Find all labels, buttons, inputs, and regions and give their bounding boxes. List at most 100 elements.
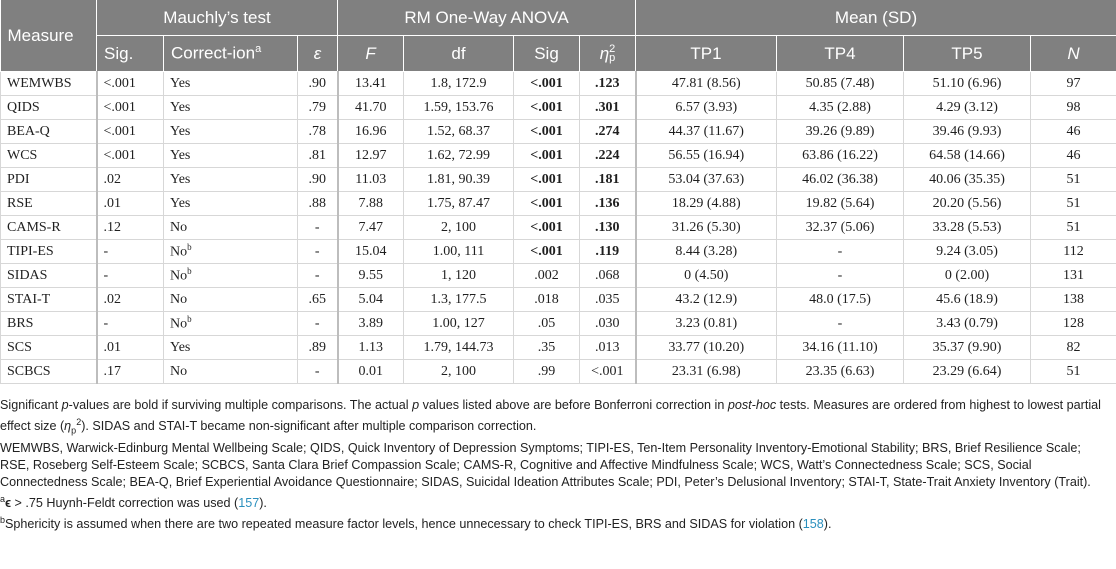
header-f: F bbox=[337, 35, 405, 72]
cell-df: 1.79, 144.73 bbox=[403, 335, 515, 360]
cell-measure: STAI-T bbox=[0, 287, 97, 312]
cell-measure: TIPI-ES bbox=[0, 239, 97, 264]
cell-corr: Yes bbox=[163, 119, 298, 144]
note-significance: Significant p-values are bold if survivi… bbox=[0, 398, 1101, 436]
table-row: CAMS-R .12 No -7.47 2, 100 <.001.130 31.26 (5.… bbox=[0, 215, 1116, 240]
cell-measure: WEMWBS bbox=[0, 71, 97, 96]
cell-measure: SIDAS bbox=[0, 263, 97, 288]
cell-sig2: <.001 bbox=[513, 167, 581, 192]
cell-f: 7.47 bbox=[336, 215, 405, 240]
cell-tp5: 4.29 (3.12) bbox=[903, 95, 1032, 120]
cell-eta: .224 bbox=[579, 143, 637, 168]
cell-tp5: 9.24 (3.05) bbox=[903, 239, 1032, 264]
cell-eta: .035 bbox=[579, 287, 637, 312]
cell-n: 97 bbox=[1030, 71, 1116, 96]
cell-tp1: 6.57 (3.93) bbox=[634, 95, 778, 120]
header-sig: Sig. bbox=[96, 35, 164, 72]
cell-tp5: 23.29 (6.64) bbox=[903, 359, 1032, 384]
cell-sig2: <.001 bbox=[513, 95, 581, 120]
table-row: BRS - Nob -3.89 1.00, 127.05.030 3.23 (0.81) -… bbox=[0, 311, 1116, 336]
reference-link-158[interactable]: 158 bbox=[802, 517, 824, 532]
table-row: SCBCS .17 No -0.01 2, 100.99 <.001 23.31 (6.98… bbox=[0, 359, 1116, 384]
cell-eps: .78 bbox=[297, 119, 339, 144]
header-tp1: TP1 bbox=[635, 35, 778, 72]
cell-tp1: 8.44 (3.28) bbox=[634, 239, 778, 264]
cell-eps: - bbox=[297, 215, 339, 240]
header-df: df bbox=[403, 35, 515, 72]
table-row: WCS <.001 Yes .81 12.97 1.62, 72.99 <.001.224 5… bbox=[0, 143, 1116, 168]
cell-measure: WCS bbox=[0, 143, 97, 168]
cell-f: 15.04 bbox=[336, 239, 405, 264]
cell-measure: SCS bbox=[0, 335, 97, 360]
cell-measure: BRS bbox=[0, 311, 97, 336]
cell-tp4: - bbox=[776, 239, 905, 264]
cell-tp1: 3.23 (0.81) bbox=[634, 311, 778, 336]
header-mean: Mean (SD) bbox=[635, 0, 1116, 36]
table-row: RSE .01 Yes .88 7.88 1.75, 87.47 <.001.136 18.2… bbox=[0, 191, 1116, 216]
table-row: WEMWBS <.001 Yes .90 13.41 1.8, 172.9 <.001.12… bbox=[0, 71, 1116, 96]
cell-tp1: 31.26 (5.30) bbox=[634, 215, 778, 240]
cell-sig2: <.001 bbox=[513, 215, 581, 240]
header-tp4: TP4 bbox=[776, 35, 905, 72]
cell-tp5: 20.20 (5.56) bbox=[903, 191, 1032, 216]
cell-eta: .119 bbox=[579, 239, 637, 264]
cell-n: 51 bbox=[1030, 167, 1116, 192]
cell-eta: .301 bbox=[579, 95, 637, 120]
cell-sig2: .05 bbox=[513, 311, 581, 336]
cell-eps: .79 bbox=[297, 95, 339, 120]
cell-eps: .88 bbox=[297, 191, 339, 216]
cell-n: 51 bbox=[1030, 191, 1116, 216]
cell-f: 9.55 bbox=[336, 263, 405, 288]
cell-sig: - bbox=[95, 263, 164, 288]
cell-f: 7.88 bbox=[336, 191, 405, 216]
cell-sig: <.001 bbox=[95, 95, 164, 120]
header-sig2: Sig bbox=[513, 35, 581, 72]
reference-link-157[interactable]: 157 bbox=[238, 495, 260, 510]
note-abbreviations: WEMWBS, Warwick-Edinburg Mental Wellbein… bbox=[0, 440, 1091, 489]
cell-eps: .90 bbox=[297, 71, 339, 96]
cell-eta: .274 bbox=[579, 119, 637, 144]
cell-tp5: 0 (2.00) bbox=[903, 263, 1032, 288]
cell-f: 0.01 bbox=[336, 359, 405, 384]
cell-n: 128 bbox=[1030, 311, 1116, 336]
table-body: WEMWBS <.001 Yes .90 13.41 1.8, 172.9 <.001.12… bbox=[0, 71, 1116, 384]
cell-eps: - bbox=[297, 263, 339, 288]
cell-eta: .136 bbox=[579, 191, 637, 216]
cell-n: 82 bbox=[1030, 335, 1116, 360]
cell-sig2: <.001 bbox=[513, 143, 581, 168]
cell-sig: - bbox=[95, 311, 164, 336]
cell-sig2: <.001 bbox=[513, 191, 581, 216]
cell-n: 98 bbox=[1030, 95, 1116, 120]
cell-tp5: 39.46 (9.93) bbox=[903, 119, 1032, 144]
cell-corr: No bbox=[163, 359, 298, 384]
header-correction: Correct-iona bbox=[163, 35, 298, 72]
table-row: TIPI-ES - Nob -15.04 1.00, 111 <.001.119 8.44 … bbox=[0, 239, 1116, 264]
header-epsilon: ε bbox=[297, 35, 339, 72]
cell-n: 51 bbox=[1030, 359, 1116, 384]
cell-measure: CAMS-R bbox=[0, 215, 97, 240]
cell-eta: .068 bbox=[579, 263, 637, 288]
cell-f: 16.96 bbox=[336, 119, 405, 144]
cell-measure: BEA-Q bbox=[0, 119, 97, 144]
cell-tp5: 51.10 (6.96) bbox=[903, 71, 1032, 96]
cell-sig: .17 bbox=[95, 359, 164, 384]
cell-df: 1.52, 68.37 bbox=[403, 119, 515, 144]
footnote-b: bSphericity is assumed when there are tw… bbox=[0, 514, 832, 532]
cell-sig2: .018 bbox=[513, 287, 581, 312]
cell-df: 1, 120 bbox=[403, 263, 515, 288]
cell-tp1: 56.55 (16.94) bbox=[634, 143, 778, 168]
cell-tp4: 63.86 (16.22) bbox=[776, 143, 905, 168]
cell-eta: .030 bbox=[579, 311, 637, 336]
cell-corr: No bbox=[163, 287, 298, 312]
cell-df: 1.81, 90.39 bbox=[403, 167, 515, 192]
cell-tp5: 64.58 (14.66) bbox=[903, 143, 1032, 168]
cell-eta: .181 bbox=[579, 167, 637, 192]
cell-eps: .89 bbox=[297, 335, 339, 360]
cell-f: 11.03 bbox=[336, 167, 405, 192]
cell-eta: <.001 bbox=[579, 359, 637, 384]
cell-df: 2, 100 bbox=[403, 215, 515, 240]
table-row: STAI-T .02 No .65 5.04 1.3, 177.5.018.035 43.2… bbox=[0, 287, 1116, 312]
cell-tp4: 23.35 (6.63) bbox=[776, 359, 905, 384]
cell-eps: - bbox=[297, 311, 339, 336]
cell-n: 112 bbox=[1030, 239, 1116, 264]
